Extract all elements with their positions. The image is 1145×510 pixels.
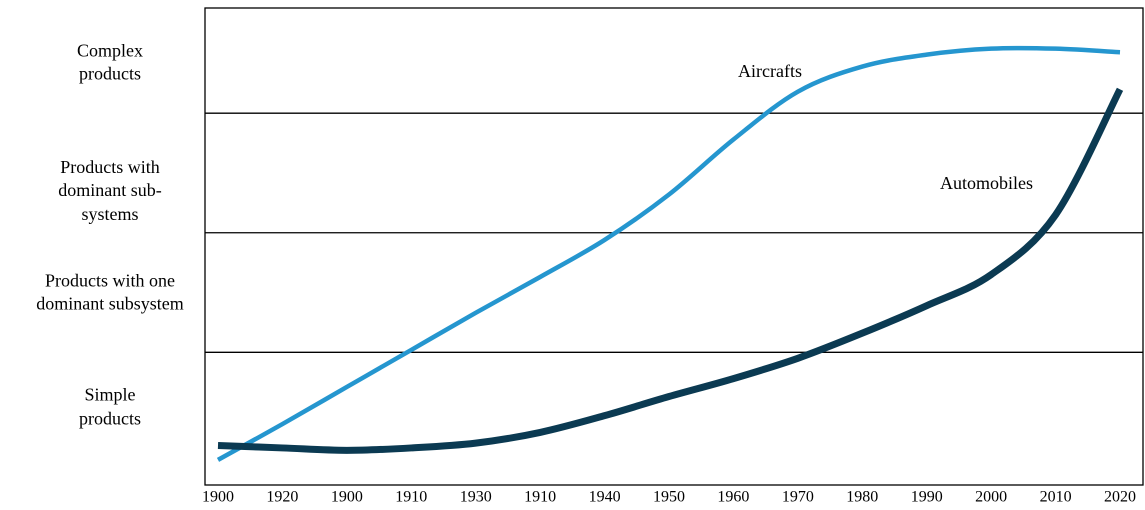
x-tick-label: 1910: [395, 489, 427, 506]
y-tick-label: Products with dominant sub- systems: [58, 156, 162, 224]
x-tick-label: 1950: [653, 489, 685, 506]
line: [216, 45, 1121, 462]
x-tick-label: 1960: [717, 489, 749, 506]
x-tick-label: 1990: [911, 489, 943, 506]
x-tick-label: 2020: [1104, 489, 1136, 506]
x-tick-label: 1910: [524, 489, 556, 506]
x-tick-label: 1920: [266, 489, 298, 506]
y-tick-label: Products with one dominant subsystem: [36, 270, 184, 314]
x-tick-label: 1930: [460, 489, 492, 506]
x-tick-label: 1970: [782, 489, 814, 506]
x-tick-label: 1940: [589, 489, 621, 506]
y-tick-label: Simple products: [79, 384, 141, 429]
series-label: Automobiles: [940, 173, 1033, 193]
x-tick-label: 2010: [1040, 489, 1072, 506]
x-tick-label: 1900: [331, 489, 363, 506]
series-label: Aircrafts: [738, 61, 802, 81]
y-tick-label: Complex products: [77, 40, 143, 84]
x-tick-label: 1900: [202, 489, 234, 506]
x-tick-label: 1980: [846, 489, 878, 506]
line: [217, 87, 1124, 454]
plot-frame: [204, 7, 1144, 486]
x-tick-label: 2000: [975, 489, 1007, 506]
